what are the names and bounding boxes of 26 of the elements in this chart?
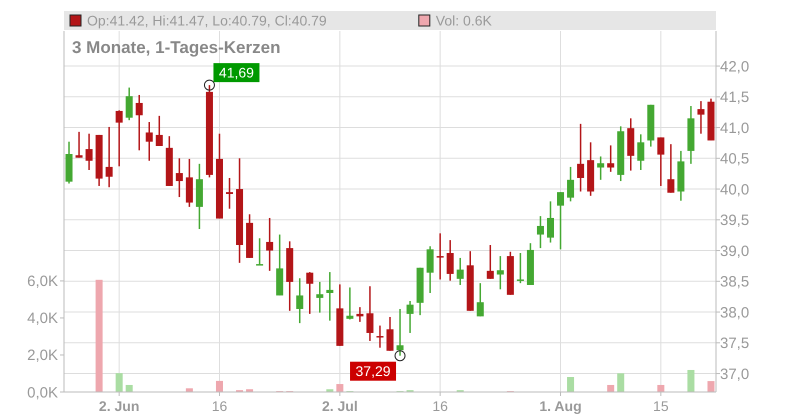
y-tick-label: 40,0: [720, 181, 750, 198]
legend-label: Vol: 0.6K: [436, 12, 493, 28]
legend-label: Op:41.42, Hi:41.47, Lo:40.79, Cl:40.79: [87, 12, 327, 28]
y-tick-label: 41,5: [720, 89, 750, 106]
y-tick-label: 40,5: [720, 150, 750, 168]
y-tick-label: 37,0: [720, 366, 750, 383]
y-tick-label: 39,5: [720, 212, 750, 230]
x-tick-label: 15: [653, 398, 669, 414]
x-tick-label: 1. Aug: [539, 398, 582, 414]
y-tick-label: 38,0: [720, 304, 750, 322]
y2-tick-label: 0,0K: [27, 384, 58, 402]
chart-title: 3 Monate, 1-Tages-Kerzen: [72, 38, 280, 57]
x-tick-label: 16: [432, 398, 448, 414]
y-tick-label: 39,0: [720, 242, 750, 260]
annotation: 37,29: [356, 363, 391, 380]
x-tick-label: 2. Jun: [98, 398, 140, 414]
y-tick-label: 42,0: [720, 58, 750, 76]
y-tick-label: 38,5: [720, 274, 750, 291]
annotation: 41,69: [218, 64, 254, 81]
y-tick-label: 37,5: [720, 335, 750, 352]
y2-tick-label: 6,0K: [27, 273, 58, 290]
x-tick-label: 2. Jul: [322, 398, 358, 414]
y2-tick-label: 4,0K: [27, 310, 58, 328]
y2-tick-label: 2,0K: [27, 347, 58, 364]
x-tick-label: 16: [212, 398, 228, 414]
y-tick-label: 41,0: [720, 120, 750, 137]
